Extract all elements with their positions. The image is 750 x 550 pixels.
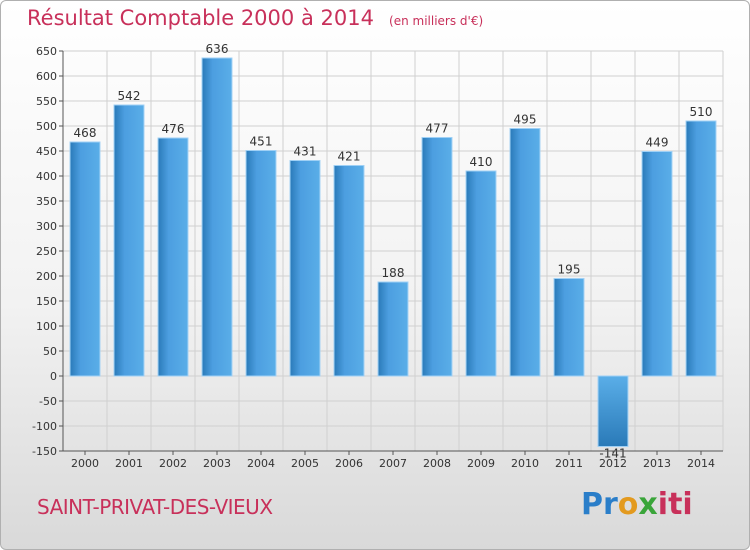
value-label-2008: 477 xyxy=(426,122,449,136)
value-label-2002: 476 xyxy=(162,122,185,136)
bar-layer xyxy=(69,57,717,447)
y-tick-label: 250 xyxy=(36,245,57,258)
value-label-2004: 451 xyxy=(250,135,273,149)
chart-subtitle: (en milliers d'€) xyxy=(389,14,484,28)
bar-2000 xyxy=(69,141,101,377)
x-tick-label: 2000 xyxy=(71,457,99,470)
value-label-2003: 636 xyxy=(206,42,229,56)
y-tick-label: -100 xyxy=(32,420,57,433)
bar-2009 xyxy=(465,170,497,377)
bar-2013 xyxy=(641,151,673,377)
value-label-2007: 188 xyxy=(382,266,405,280)
x-tick-label: 2002 xyxy=(159,457,187,470)
bar-2011 xyxy=(553,278,585,377)
y-tick-label: -50 xyxy=(39,395,57,408)
x-tick-label: 2008 xyxy=(423,457,451,470)
x-tick-label: 2013 xyxy=(643,457,671,470)
proxiti-logo[interactable]: Proxiti xyxy=(581,487,693,522)
bar-2005 xyxy=(289,160,321,377)
x-tick-label: 2014 xyxy=(687,457,715,470)
chart-title: Résultat Comptable 2000 à 2014 xyxy=(27,6,374,30)
bar-2002 xyxy=(157,137,189,377)
y-tick-label: 50 xyxy=(43,345,57,358)
y-tick-label: 450 xyxy=(36,145,57,158)
bar-2010 xyxy=(509,128,541,377)
y-tick-label: 150 xyxy=(36,295,57,308)
title-row: Résultat Comptable 2000 à 2014 (en milli… xyxy=(27,6,483,30)
y-tick-label: 0 xyxy=(50,370,57,383)
town-name: SAINT-PRIVAT-DES-VIEUX xyxy=(37,495,273,519)
value-label-2014: 510 xyxy=(690,105,713,119)
value-label-2013: 449 xyxy=(646,136,669,150)
x-tick-label: 2004 xyxy=(247,457,275,470)
y-tick-label: 400 xyxy=(36,170,57,183)
x-tick-label: 2010 xyxy=(511,457,539,470)
y-tick-label: 600 xyxy=(36,70,57,83)
axis-layer: -150 -100 -50 0 50 100 150 200 250 300 350 400 450 50… xyxy=(32,45,723,470)
x-tick-label: 2007 xyxy=(379,457,407,470)
value-label-2006: 421 xyxy=(338,150,361,164)
bar-2007 xyxy=(377,281,409,377)
x-tick-label: 2006 xyxy=(335,457,363,470)
y-tick-label: 300 xyxy=(36,220,57,233)
bar-2001 xyxy=(113,104,145,377)
x-tick-label: 2011 xyxy=(555,457,583,470)
x-tick-label: 2009 xyxy=(467,457,495,470)
bar-2004 xyxy=(245,150,277,377)
x-tick-label: 2001 xyxy=(115,457,143,470)
value-label-2000: 468 xyxy=(74,126,97,140)
x-tick-label: 2012 xyxy=(599,457,627,470)
bar-2006 xyxy=(333,165,365,377)
y-tick-label: 100 xyxy=(36,320,57,333)
value-label-2001: 542 xyxy=(118,89,141,103)
y-tick-label: 350 xyxy=(36,195,57,208)
y-tick-label: -150 xyxy=(32,445,57,458)
bar-2014 xyxy=(685,120,717,377)
value-label-2011: 195 xyxy=(558,263,581,277)
x-tick-label: 2005 xyxy=(291,457,319,470)
y-tick-label: 500 xyxy=(36,120,57,133)
bar-2012 xyxy=(597,375,629,447)
value-label-2010: 495 xyxy=(514,113,537,127)
bar-2003 xyxy=(201,57,233,377)
y-tick-label: 550 xyxy=(36,95,57,108)
bar-2008 xyxy=(421,137,453,377)
value-label-2005: 431 xyxy=(294,145,317,159)
value-label-2009: 410 xyxy=(470,155,493,169)
x-tick-label: 2003 xyxy=(203,457,231,470)
y-tick-label: 650 xyxy=(36,45,57,58)
y-tick-label: 200 xyxy=(36,270,57,283)
